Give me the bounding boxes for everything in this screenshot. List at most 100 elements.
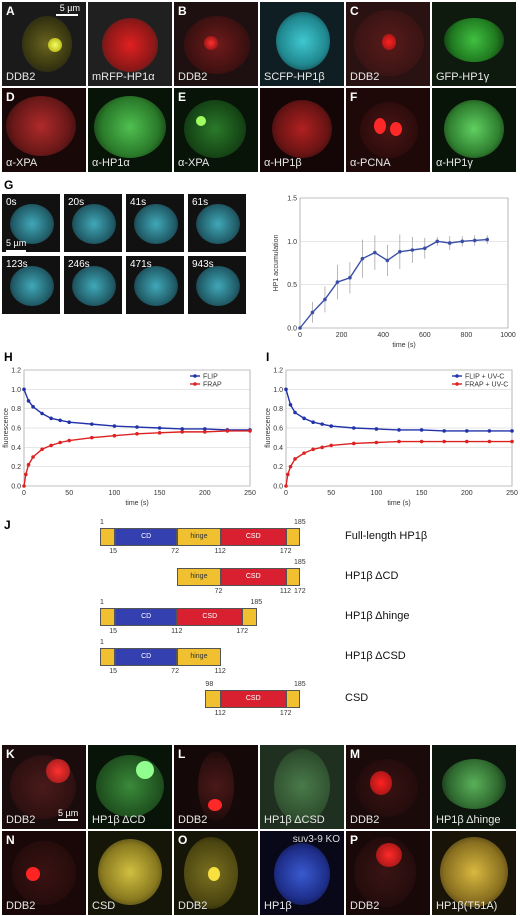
domain-hinge: hinge xyxy=(177,528,221,546)
residue-label: 112 xyxy=(171,628,183,635)
panel-l-right: HP1β ΔCSD xyxy=(260,745,344,829)
data-point xyxy=(311,420,315,424)
data-point xyxy=(510,429,514,433)
data-point xyxy=(40,447,44,452)
time-label: 41s xyxy=(130,197,147,208)
terminal-segment xyxy=(242,608,257,626)
y-tick-label: 0.5 xyxy=(287,282,297,289)
data-point xyxy=(410,248,415,252)
scale-label: 5 µm xyxy=(58,808,79,818)
y-axis-label: fluorescence xyxy=(3,408,10,448)
data-point xyxy=(157,431,162,435)
x-tick-label: 50 xyxy=(327,490,335,497)
data-point xyxy=(397,428,401,432)
stain-label: HP1β ΔCD xyxy=(92,814,146,826)
data-point xyxy=(423,246,427,251)
residue-label: 72 xyxy=(171,548,179,555)
stain-label: DDB2 xyxy=(350,71,380,83)
data-point xyxy=(58,440,62,445)
terminal-segment xyxy=(205,690,221,708)
data-point xyxy=(374,427,379,431)
panel-c-left: C DDB2 xyxy=(346,2,430,86)
scale-bar xyxy=(6,250,26,252)
stain-label: HP1β xyxy=(264,900,292,912)
y-tick-label: 0.8 xyxy=(273,406,283,413)
data-point xyxy=(397,439,401,444)
y-tick-label: 0.0 xyxy=(11,484,21,491)
data-point xyxy=(442,439,446,444)
data-point xyxy=(135,425,139,429)
stain-label: CSD xyxy=(92,900,116,912)
construct-name: HP1β ΔCD xyxy=(345,570,399,582)
terminal-segment xyxy=(285,528,300,546)
data-point xyxy=(329,424,333,428)
data-point xyxy=(67,420,71,424)
legend-marker xyxy=(455,382,459,386)
y-tick-label: 0.0 xyxy=(287,326,297,333)
panel-b-left: B DDB2 xyxy=(174,2,258,86)
domain-cd: CD xyxy=(115,648,178,666)
scale-label: 5 µm xyxy=(59,3,80,13)
panel-letter: H xyxy=(4,350,13,364)
panel-f-right: α-HP1γ xyxy=(432,88,516,172)
time-frame: 123s xyxy=(2,256,60,314)
residue-label: 15 xyxy=(109,668,117,675)
x-axis-label: time (s) xyxy=(125,500,148,507)
time-label: 61s xyxy=(192,197,209,208)
panel-letter: N xyxy=(6,833,15,847)
time-label: 0s xyxy=(6,197,17,208)
scale-label: 5 µm xyxy=(6,238,27,248)
data-point xyxy=(288,464,293,469)
plot-area xyxy=(299,197,509,329)
data-point xyxy=(248,429,252,433)
y-tick-label: 0.0 xyxy=(273,484,283,491)
y-tick-label: 0.4 xyxy=(273,445,283,452)
chart-h: 0.0 0.2 0.4 0.6 0.8 1.0 1.2 0 50 100 150 200 250 time… xyxy=(3,368,256,508)
panel-letter: K xyxy=(6,747,15,761)
data-point xyxy=(510,439,514,444)
panel-letter: M xyxy=(350,747,360,761)
y-tick-label: 0.2 xyxy=(11,464,21,471)
panel-e-right: α-HP1β xyxy=(260,88,344,172)
data-point xyxy=(472,238,477,243)
domain-csd: CSD xyxy=(220,568,286,586)
data-point xyxy=(398,249,402,254)
x-tick-label: 0 xyxy=(284,490,288,497)
legend-marker xyxy=(193,374,197,378)
data-point xyxy=(26,399,31,403)
stain-label: α-HP1γ xyxy=(436,157,473,169)
x-tick-label: 100 xyxy=(371,490,383,497)
domain-hinge: hinge xyxy=(177,648,221,666)
panel-f-left: F α-PCNA xyxy=(346,88,430,172)
data-point xyxy=(320,422,324,426)
construct-name: Full-length HP1β xyxy=(345,530,428,542)
stain-label: SCFP-HP1β xyxy=(264,71,325,83)
residue-label: 112 xyxy=(214,668,226,675)
data-point xyxy=(135,432,139,436)
terminal-segment xyxy=(100,528,116,546)
residue-label: 72 xyxy=(171,668,179,675)
data-point xyxy=(323,297,327,302)
domain-csd: CSD xyxy=(220,528,286,546)
legend-marker xyxy=(193,382,197,386)
data-point xyxy=(485,237,489,242)
data-point xyxy=(284,484,288,488)
residue-label: 185 xyxy=(294,681,306,688)
panel-o-right: suv3-9 KO HP1β xyxy=(260,831,344,915)
data-point xyxy=(40,411,44,416)
series-line xyxy=(299,238,488,329)
stain-label: DDB2 xyxy=(178,71,208,83)
scale-bar xyxy=(56,14,78,16)
y-tick-label: 0.4 xyxy=(11,445,21,452)
time-label: 20s xyxy=(68,197,85,208)
residue-label: 112 xyxy=(214,710,226,717)
panel-n-left: N DDB2 xyxy=(2,831,86,915)
panel-letter: J xyxy=(4,518,11,532)
stain-label: α-HP1α xyxy=(92,157,130,169)
data-point xyxy=(320,445,324,450)
construct-name: HP1β Δhinge xyxy=(345,610,410,622)
x-tick-label: 100 xyxy=(109,490,121,497)
residue-label: 185 xyxy=(250,599,263,606)
data-point xyxy=(419,439,424,444)
data-point xyxy=(203,427,207,431)
